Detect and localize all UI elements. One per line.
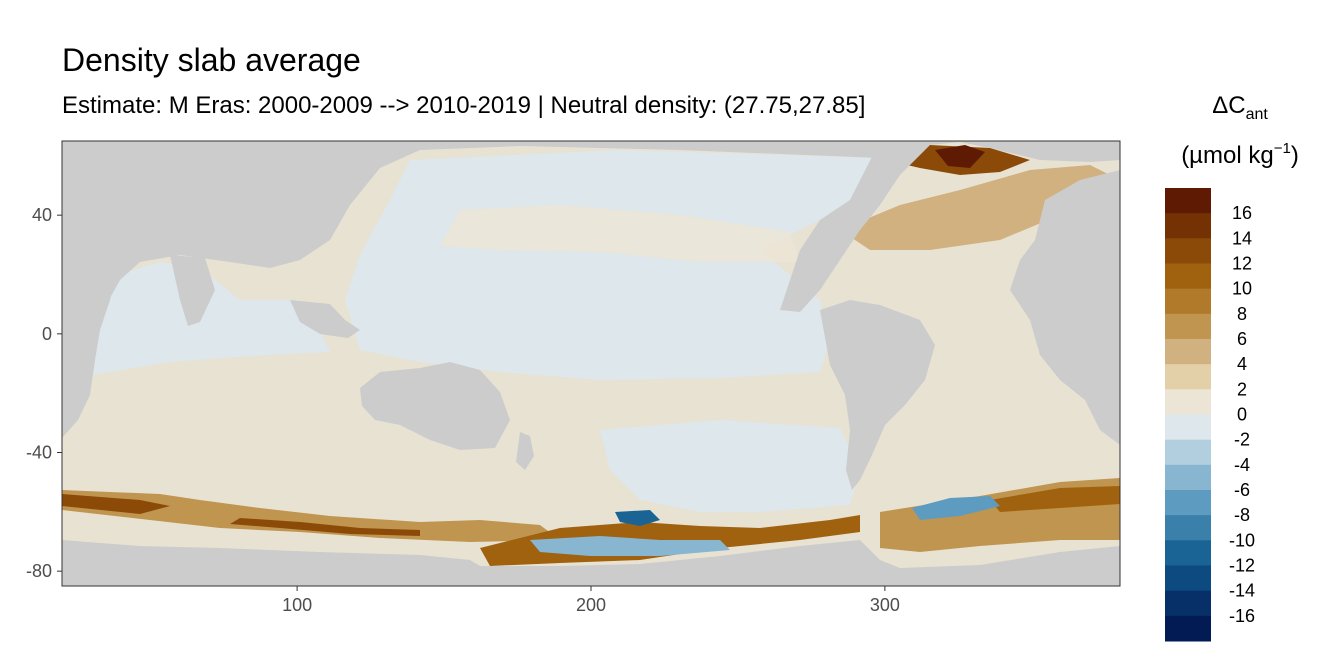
ross-sea-deep-blue-patch [615, 510, 660, 526]
x-tick-label: 300 [870, 595, 900, 615]
southern-ocean-west-band [62, 490, 560, 542]
legend-color-step [1165, 540, 1211, 566]
y-tick-label: -40 [26, 443, 52, 463]
legend-label: 2 [1237, 379, 1247, 399]
legend-color-step [1165, 313, 1211, 340]
legend-color-step [1165, 339, 1211, 365]
y-tick-label: 40 [32, 205, 52, 225]
land-maritime-asia [290, 300, 360, 338]
land-south-america [820, 300, 935, 490]
legend-label: -10 [1229, 530, 1255, 550]
legend-label: 14 [1232, 228, 1252, 248]
x-tick-label: 200 [576, 595, 606, 615]
legend-color-step [1165, 515, 1211, 541]
land-africa [62, 141, 125, 438]
weddell-sea-dark-band [990, 486, 1120, 512]
legend-label: 12 [1232, 254, 1252, 274]
legend-label: -16 [1229, 606, 1255, 626]
land-europe-africa-east [1010, 170, 1120, 445]
y-tick-label: 0 [42, 324, 52, 344]
legend-color-step [1165, 439, 1211, 466]
legend-label: -4 [1234, 455, 1250, 475]
ross-sea-blue-patch [530, 536, 730, 556]
legend-title: ΔCant [1212, 92, 1268, 123]
legend: ΔCant (µmol kg−1) 16 14 12 10 8 6 4 2 0 -2 -4 -6 -8 -… [1165, 92, 1299, 642]
land-australia [360, 362, 510, 450]
legend-colorbar [1165, 188, 1211, 642]
y-axis: 40 0 -40 -80 [26, 205, 62, 581]
y-tick-label: -80 [26, 561, 52, 581]
legend-color-step [1165, 238, 1211, 264]
legend-label: 4 [1237, 354, 1247, 374]
land-asia-north [62, 141, 880, 298]
land-antarctica [62, 540, 1120, 586]
legend-color-step [1165, 288, 1211, 315]
legend-color-step [1165, 389, 1211, 415]
southern-ocean-mid-dark-band [230, 518, 420, 536]
north-atlantic-tan-region [840, 165, 1110, 250]
land-new-zealand [516, 432, 534, 470]
legend-color-step [1165, 364, 1211, 390]
x-tick-label: 100 [282, 595, 312, 615]
legend-label: -6 [1234, 480, 1250, 500]
legend-color-step [1165, 263, 1211, 290]
land-layer [62, 141, 1120, 586]
legend-color-step [1165, 590, 1211, 617]
chart-subtitle: Estimate: M Eras: 2000-2009 --> 2010-201… [62, 92, 866, 119]
legend-color-step [1165, 615, 1211, 642]
legend-color-step [1165, 188, 1211, 214]
chart-title: Density slab average [62, 42, 361, 78]
legend-label: -2 [1234, 430, 1250, 450]
land-north-america [780, 141, 1120, 312]
legend-label: -8 [1234, 505, 1250, 525]
legend-labels: 16 14 12 10 8 6 4 2 0 -2 -4 -6 -8 -10 -12 -14 -16 [1229, 203, 1255, 626]
south-pacific-negative-region [600, 420, 860, 512]
legend-color-step [1165, 490, 1211, 516]
north-pacific-negative-region [345, 150, 880, 380]
legend-label: -12 [1229, 556, 1255, 576]
legend-unit: (µmol kg−1) [1181, 140, 1299, 169]
legend-label: -14 [1229, 581, 1255, 601]
north-pacific-tan-band [440, 205, 800, 262]
legend-label: 8 [1237, 304, 1247, 324]
land-india [170, 255, 215, 326]
legend-color-step [1165, 414, 1211, 441]
southern-ocean-west-dark-band [62, 494, 170, 514]
legend-label: 6 [1237, 329, 1247, 349]
legend-label: 0 [1237, 405, 1247, 425]
legend-label: 10 [1232, 279, 1252, 299]
legend-color-step [1165, 213, 1211, 239]
labrador-sea-darkest-region [935, 145, 985, 168]
legend-label: 16 [1232, 203, 1252, 223]
data-field [62, 145, 1120, 566]
legend-color-step [1165, 464, 1211, 491]
legend-color-step [1165, 565, 1211, 592]
weddell-sea-blue-patch [912, 496, 1000, 520]
x-axis: 100 200 300 [282, 586, 900, 615]
